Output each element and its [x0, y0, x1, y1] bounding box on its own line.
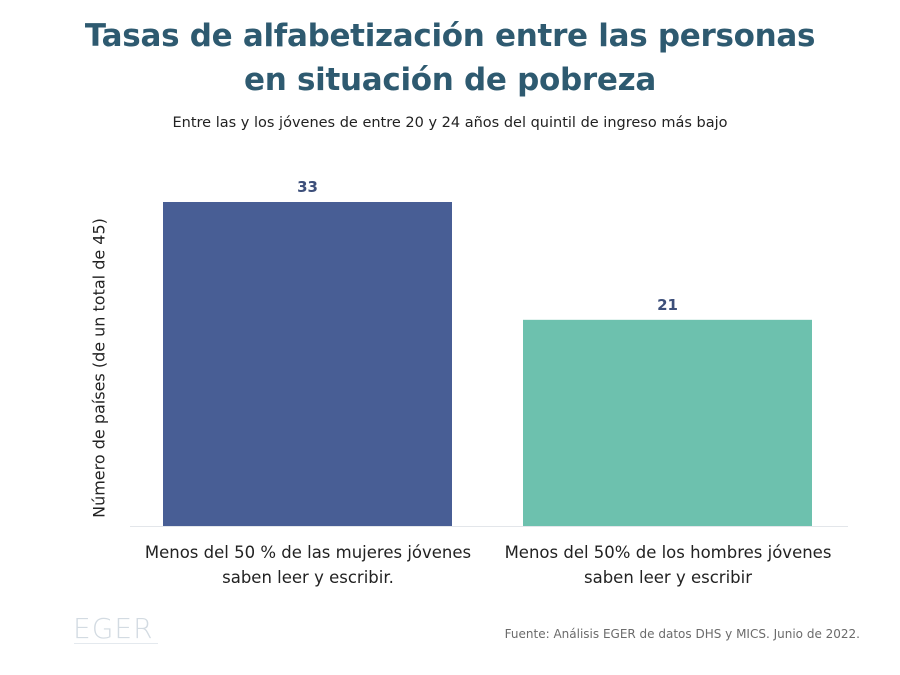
category-label-women-line-1: Menos del 50 % de las mujeres jóvenes: [144, 543, 472, 562]
chart-subtitle: Entre las y los jóvenes de entre 20 y 24…: [172, 115, 728, 131]
eger-logo: EGER: [73, 612, 154, 645]
category-label-men-line-1: Menos del 50% de los hombres jóvenes: [504, 543, 832, 562]
category-label-men-line-2: saben leer y escribir: [584, 568, 752, 587]
chart-title-line-2: en situación de pobreza: [244, 62, 656, 98]
eger-logo-underline: [74, 643, 158, 644]
category-label-men: Menos del 50% de los hombres jóvenes sab…: [483, 540, 853, 590]
chart-title-line-1: Tasas de alfabetización entre las person…: [84, 18, 816, 54]
category-label-women-line-2: saben leer y escribir.: [222, 568, 394, 587]
bar-1: [523, 319, 812, 526]
category-label-women: Menos del 50 % de las mujeres jóvenes sa…: [123, 540, 493, 590]
source-note: Fuente: Análisis EGER de datos DHS y MIC…: [504, 627, 860, 641]
data-label-0: 33: [297, 178, 318, 196]
bar-0: [163, 202, 452, 526]
data-label-1: 21: [657, 296, 678, 314]
chart-title: Tasas de alfabetización entre las person…: [0, 14, 900, 102]
